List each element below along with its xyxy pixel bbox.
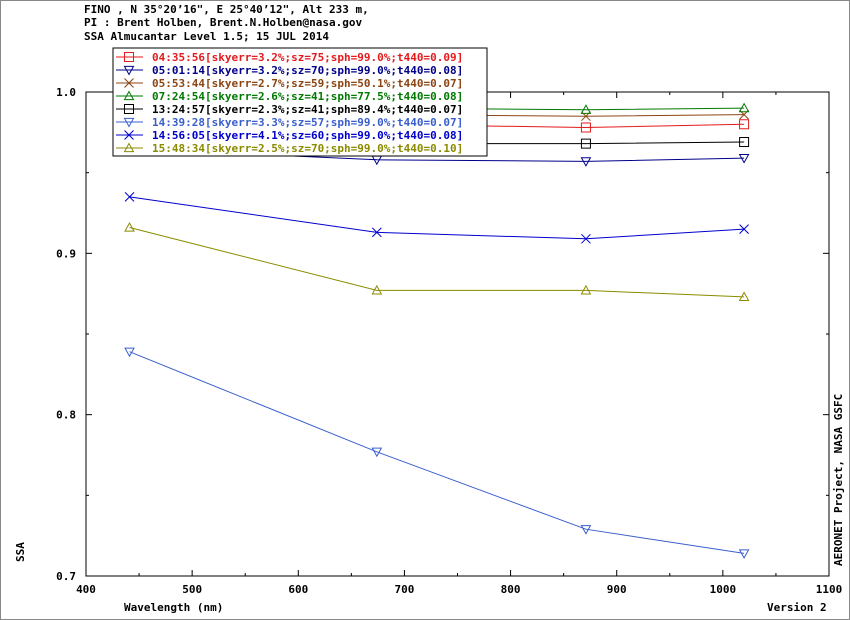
legend-item: 14:56:05[skyerr=4.1%;sz=60;sph=99.0%;t44…	[116, 129, 463, 142]
legend-swatch-marker	[123, 65, 135, 76]
header-site-line: FINO , N 35°20’16", E 25°40’12", Alt 233…	[84, 3, 369, 16]
legend-item: 04:35:56[skyerr=3.2%;sz=75;sph=99.0%;t44…	[116, 51, 463, 64]
legend-item: 05:01:14[skyerr=3.2%;sz=70;sph=99.0%;t44…	[116, 64, 463, 77]
legend-label: 07:24:54[skyerr=2.6%;sz=41;sph=77.5%;t44…	[152, 90, 463, 103]
y-axis-label: SSA	[14, 542, 27, 562]
data-point-marker	[580, 122, 591, 133]
legend-label: 05:01:14[skyerr=3.2%;sz=70;sph=99.0%;t44…	[152, 64, 463, 77]
series-8	[124, 221, 750, 301]
header-pi-line: PI : Brent Holben, Brent.N.Holben@nasa.g…	[84, 16, 363, 29]
legend-swatch-marker	[123, 117, 135, 128]
legend-swatch-marker	[124, 78, 134, 88]
data-point-marker	[739, 119, 750, 130]
legend-swatch-marker	[123, 142, 135, 153]
data-point-marker	[124, 192, 135, 202]
legend: 04:35:56[skyerr=3.2%;sz=75;sph=99.0%;t44…	[112, 47, 488, 157]
data-point-marker	[738, 102, 750, 113]
x-tick-label: 1000	[710, 583, 737, 596]
x-tick-label: 900	[607, 583, 627, 596]
side-credit-label: AERONET Project, NASA GSFC	[832, 394, 845, 566]
data-point-marker	[738, 154, 750, 164]
x-tick-label: 500	[182, 583, 202, 596]
data-point-marker	[580, 284, 592, 295]
data-point-marker	[124, 221, 135, 232]
data-point-marker	[124, 347, 135, 358]
header-product-line: SSA Almucantar Level 1.5; 15 JUL 2014	[84, 30, 329, 43]
legend-label: 14:56:05[skyerr=4.1%;sz=60;sph=99.0%;t44…	[152, 129, 463, 142]
x-tick-label: 700	[394, 583, 414, 596]
legend-swatch-marker	[123, 90, 135, 101]
x-axis-label: Wavelength (nm)	[124, 601, 223, 614]
data-point-marker	[580, 104, 592, 114]
data-point-marker	[738, 549, 750, 559]
legend-item: 07:24:54[skyerr=2.6%;sz=41;sph=77.5%;t44…	[116, 90, 463, 103]
y-tick-label: 0.9	[56, 247, 76, 260]
data-point-marker	[738, 291, 750, 301]
x-tick-label: 400	[76, 583, 96, 596]
data-point-marker	[371, 227, 382, 238]
y-tick-label: 0.8	[56, 409, 76, 422]
data-point-marker	[580, 525, 592, 535]
legend-item: 05:53:44[skyerr=2.7%;sz=59;sph=50.1%;t44…	[116, 77, 463, 90]
legend-label: 13:24:57[skyerr=2.3%;sz=41;sph=89.4%;t44…	[152, 103, 463, 116]
x-tick-label: 600	[288, 583, 308, 596]
data-point-marker	[371, 284, 383, 295]
legend-label: 05:53:44[skyerr=2.7%;sz=59;sph=50.1%;t44…	[152, 77, 463, 90]
version-label: Version 2	[767, 601, 827, 614]
legend-item: 13:24:57[skyerr=2.3%;sz=41;sph=89.4%;t44…	[116, 103, 463, 116]
data-point-marker	[580, 138, 591, 149]
series-line	[129, 196, 745, 240]
data-point-marker	[581, 233, 591, 244]
x-tick-label: 800	[501, 583, 521, 596]
y-tick-label: 0.7	[56, 570, 76, 583]
legend-label: 04:35:56[skyerr=3.2%;sz=75;sph=99.0%;t44…	[152, 51, 463, 64]
series-line	[129, 227, 745, 298]
data-point-marker	[739, 137, 750, 148]
legend-item: 15:48:34[skyerr=2.5%;sz=70;sph=99.0%;t44…	[116, 142, 463, 155]
data-point-marker	[371, 447, 383, 458]
legend-swatch-marker	[124, 104, 134, 114]
y-tick-label: 1.0	[56, 86, 76, 99]
legend-label: 14:39:28[skyerr=3.3%;sz=57;sph=99.0%;t44…	[152, 116, 463, 129]
legend-swatch-marker	[124, 130, 134, 140]
legend-item: 14:39:28[skyerr=3.3%;sz=57;sph=99.0%;t44…	[116, 116, 463, 129]
x-tick-label: 1100	[816, 583, 843, 596]
series-6	[124, 347, 750, 559]
legend-box	[112, 47, 488, 157]
series-7	[124, 192, 749, 244]
tick-labels: 400 500 600 700 800 900 1000 1100 0.7 0.8 0.9 1.0	[56, 86, 842, 596]
legend-swatch-marker	[124, 52, 134, 62]
legend-label: 15:48:34[skyerr=2.5%;sz=70;sph=99.0%;t44…	[152, 142, 463, 155]
data-point-marker	[580, 157, 592, 167]
series-line	[129, 351, 745, 554]
data-point-marker	[739, 224, 749, 234]
